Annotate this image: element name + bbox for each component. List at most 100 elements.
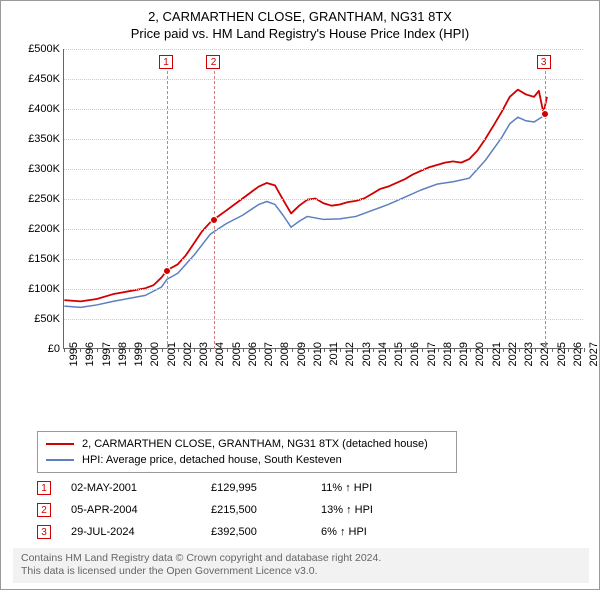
x-tick <box>97 348 98 352</box>
footer-attribution: Contains HM Land Registry data © Crown c… <box>13 548 589 583</box>
legend-swatch-hpi <box>46 459 74 461</box>
y-axis-label: £50K <box>14 313 60 325</box>
sale-marker-2: 2 <box>37 503 51 517</box>
footer-line-1: Contains HM Land Registry data © Crown c… <box>21 552 581 566</box>
x-tick <box>113 348 114 352</box>
x-tick <box>210 348 211 352</box>
x-axis-label: 2010 <box>312 342 324 366</box>
x-tick <box>292 348 293 352</box>
sale-date-1: 02-MAY-2001 <box>71 482 211 494</box>
x-axis-label: 2005 <box>231 342 243 366</box>
y-axis-label: £500K <box>14 43 60 55</box>
sales-table: 1 02-MAY-2001 £129,995 11% ↑ HPI 2 05-AP… <box>37 477 441 543</box>
x-tick <box>308 348 309 352</box>
legend-label-property: 2, CARMARTHEN CLOSE, GRANTHAM, NG31 8TX … <box>82 438 428 450</box>
sale-marker-box: 2 <box>206 55 220 69</box>
y-axis-label: £200K <box>14 223 60 235</box>
chart-container: 2, CARMARTHEN CLOSE, GRANTHAM, NG31 8TX … <box>0 0 600 590</box>
legend-row-property: 2, CARMARTHEN CLOSE, GRANTHAM, NG31 8TX … <box>46 436 448 452</box>
sale-date-3: 29-JUL-2024 <box>71 526 211 538</box>
x-axis-label: 2021 <box>491 342 503 366</box>
gridline <box>64 139 583 140</box>
x-tick <box>275 348 276 352</box>
series-hpi <box>64 115 547 308</box>
x-axis-label: 2009 <box>296 342 308 366</box>
x-axis-label: 2023 <box>523 342 535 366</box>
x-axis-label: 2026 <box>572 342 584 366</box>
x-tick <box>438 348 439 352</box>
sale-row-1: 1 02-MAY-2001 £129,995 11% ↑ HPI <box>37 477 441 499</box>
sale-price-1: £129,995 <box>211 482 321 494</box>
x-axis-label: 2000 <box>149 342 161 366</box>
sale-marker-box: 1 <box>159 55 173 69</box>
x-tick <box>552 348 553 352</box>
x-tick <box>178 348 179 352</box>
x-axis-label: 2007 <box>263 342 275 366</box>
gridline <box>64 169 583 170</box>
x-tick <box>422 348 423 352</box>
x-tick <box>227 348 228 352</box>
x-axis-label: 1998 <box>117 342 129 366</box>
y-axis-label: £100K <box>14 283 60 295</box>
x-axis-label: 2016 <box>409 342 421 366</box>
legend-label-hpi: HPI: Average price, detached house, Sout… <box>82 454 342 466</box>
y-axis-label: £350K <box>14 133 60 145</box>
x-tick <box>487 348 488 352</box>
x-axis-label: 2022 <box>507 342 519 366</box>
x-axis-label: 1995 <box>68 342 80 366</box>
x-axis-label: 1996 <box>84 342 96 366</box>
sale-row-2: 2 05-APR-2004 £215,500 13% ↑ HPI <box>37 499 441 521</box>
sale-row-3: 3 29-JUL-2024 £392,500 6% ↑ HPI <box>37 521 441 543</box>
y-axis-label: £0 <box>14 343 60 355</box>
x-tick <box>357 348 358 352</box>
sale-dot <box>541 110 549 118</box>
chart-wrap: £0£50K£100K£150K£200K£250K£300K£350K£400… <box>13 49 589 389</box>
x-tick <box>503 348 504 352</box>
y-axis-label: £400K <box>14 103 60 115</box>
gridline <box>64 319 583 320</box>
sale-dot <box>163 267 171 275</box>
x-axis-label: 2020 <box>474 342 486 366</box>
x-axis-label: 2012 <box>344 342 356 366</box>
x-axis-label: 2008 <box>279 342 291 366</box>
sale-marker-box: 3 <box>537 55 551 69</box>
title-block: 2, CARMARTHEN CLOSE, GRANTHAM, NG31 8TX … <box>1 1 599 41</box>
x-axis-label: 2027 <box>588 342 600 366</box>
x-tick <box>568 348 569 352</box>
x-tick <box>340 348 341 352</box>
x-tick <box>373 348 374 352</box>
gridline <box>64 109 583 110</box>
legend-swatch-property <box>46 443 74 445</box>
x-tick <box>470 348 471 352</box>
sale-pct-3: 6% ↑ HPI <box>321 526 441 538</box>
x-tick <box>405 348 406 352</box>
x-axis-label: 2018 <box>442 342 454 366</box>
gridline <box>64 229 583 230</box>
legend-box: 2, CARMARTHEN CLOSE, GRANTHAM, NG31 8TX … <box>37 431 457 473</box>
sale-pct-1: 11% ↑ HPI <box>321 482 441 494</box>
x-tick <box>80 348 81 352</box>
x-axis-label: 2014 <box>377 342 389 366</box>
title-subtitle: Price paid vs. HM Land Registry's House … <box>1 26 599 41</box>
x-axis-label: 2013 <box>361 342 373 366</box>
x-tick <box>519 348 520 352</box>
x-tick <box>389 348 390 352</box>
gridline <box>64 79 583 80</box>
x-axis-label: 1999 <box>133 342 145 366</box>
x-tick <box>259 348 260 352</box>
y-axis-label: £150K <box>14 253 60 265</box>
x-tick <box>324 348 325 352</box>
plot-area: £0£50K£100K£150K£200K£250K£300K£350K£400… <box>63 49 583 349</box>
x-axis-label: 2011 <box>328 342 340 366</box>
sale-marker-1: 1 <box>37 481 51 495</box>
x-axis-label: 2003 <box>198 342 210 366</box>
sale-marker-3: 3 <box>37 525 51 539</box>
x-axis-label: 2015 <box>393 342 405 366</box>
footer-line-2: This data is licensed under the Open Gov… <box>21 565 581 579</box>
x-axis-label: 2006 <box>247 342 259 366</box>
gridline <box>64 49 583 50</box>
legend-row-hpi: HPI: Average price, detached house, Sout… <box>46 452 448 468</box>
y-axis-label: £250K <box>14 193 60 205</box>
x-tick <box>145 348 146 352</box>
x-axis-label: 2004 <box>214 342 226 366</box>
